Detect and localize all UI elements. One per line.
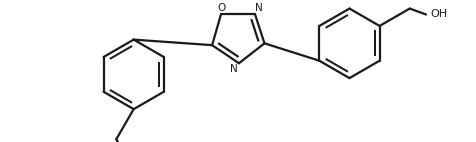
Text: N: N [230, 64, 238, 74]
Text: O: O [217, 3, 225, 13]
Text: N: N [256, 3, 263, 13]
Text: OH: OH [430, 9, 447, 19]
